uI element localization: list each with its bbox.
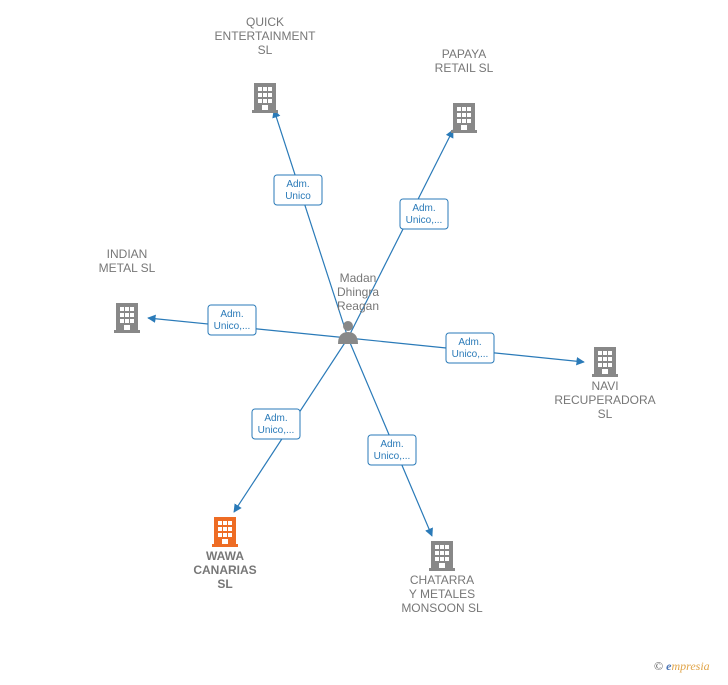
company-label: CHATARRA [410,573,474,587]
edge-label-indian[interactable]: Adm.Unico,... [208,305,256,335]
building-icon [451,103,477,133]
edge-label-text: Adm. [220,309,243,320]
company-node-quick[interactable] [252,83,278,113]
person-label: Madan [340,271,377,285]
edge-label-text: Adm. [380,439,403,450]
edge-label-text: Unico,... [214,321,251,332]
building-icon [252,83,278,113]
company-node-navi[interactable] [592,347,618,377]
building-icon [212,517,238,547]
edge-label-chatarra[interactable]: Adm.Unico,... [368,435,416,465]
edge-label-text: Adm. [458,337,481,348]
building-icon [592,347,618,377]
company-label: MONSOON SL [401,601,483,615]
company-node-wawa[interactable] [212,517,238,547]
company-label: NAVI [591,379,618,393]
company-node-indian[interactable] [114,303,140,333]
company-label: INDIAN [107,247,148,261]
company-label: Y METALES [409,587,475,601]
edge-label-papaya[interactable]: Adm.Unico,... [400,199,448,229]
credit-text: © empresia [654,659,710,673]
edge-label-text: Adm. [412,203,435,214]
edge-label-navi[interactable]: Adm.Unico,... [446,333,494,363]
network-diagram: QUICKENTERTAINMENTSLPAPAYARETAIL SLINDIA… [0,0,728,685]
company-label: QUICK [246,15,284,29]
edge-label-text: Adm. [264,413,287,424]
edge-label-text: Unico [285,191,311,202]
company-label: PAPAYA [442,47,486,61]
edge-label-wawa[interactable]: Adm.Unico,... [252,409,300,439]
edge-label-text: Unico,... [452,349,489,360]
edge-label-text: Adm. [286,179,309,190]
company-label: SL [258,43,273,57]
edge-label-text: Unico,... [406,215,443,226]
building-icon [429,541,455,571]
company-label: RETAIL SL [435,61,494,75]
company-node-papaya[interactable] [451,103,477,133]
building-icon [114,303,140,333]
company-node-chatarra[interactable] [429,541,455,571]
company-label: METAL SL [99,261,156,275]
company-label: RECUPERADORA [554,393,655,407]
company-label: SL [217,577,232,591]
edge-label-text: Unico,... [374,451,411,462]
person-label: Dhingra [337,285,379,299]
edge-label-text: Unico,... [258,425,295,436]
company-label: WAWA [206,549,244,563]
company-label: CANARIAS [193,563,256,577]
company-label: ENTERTAINMENT [215,29,317,43]
person-label: Reagan [337,299,379,313]
edge-label-quick[interactable]: Adm.Unico [274,175,322,205]
company-label: SL [598,407,613,421]
